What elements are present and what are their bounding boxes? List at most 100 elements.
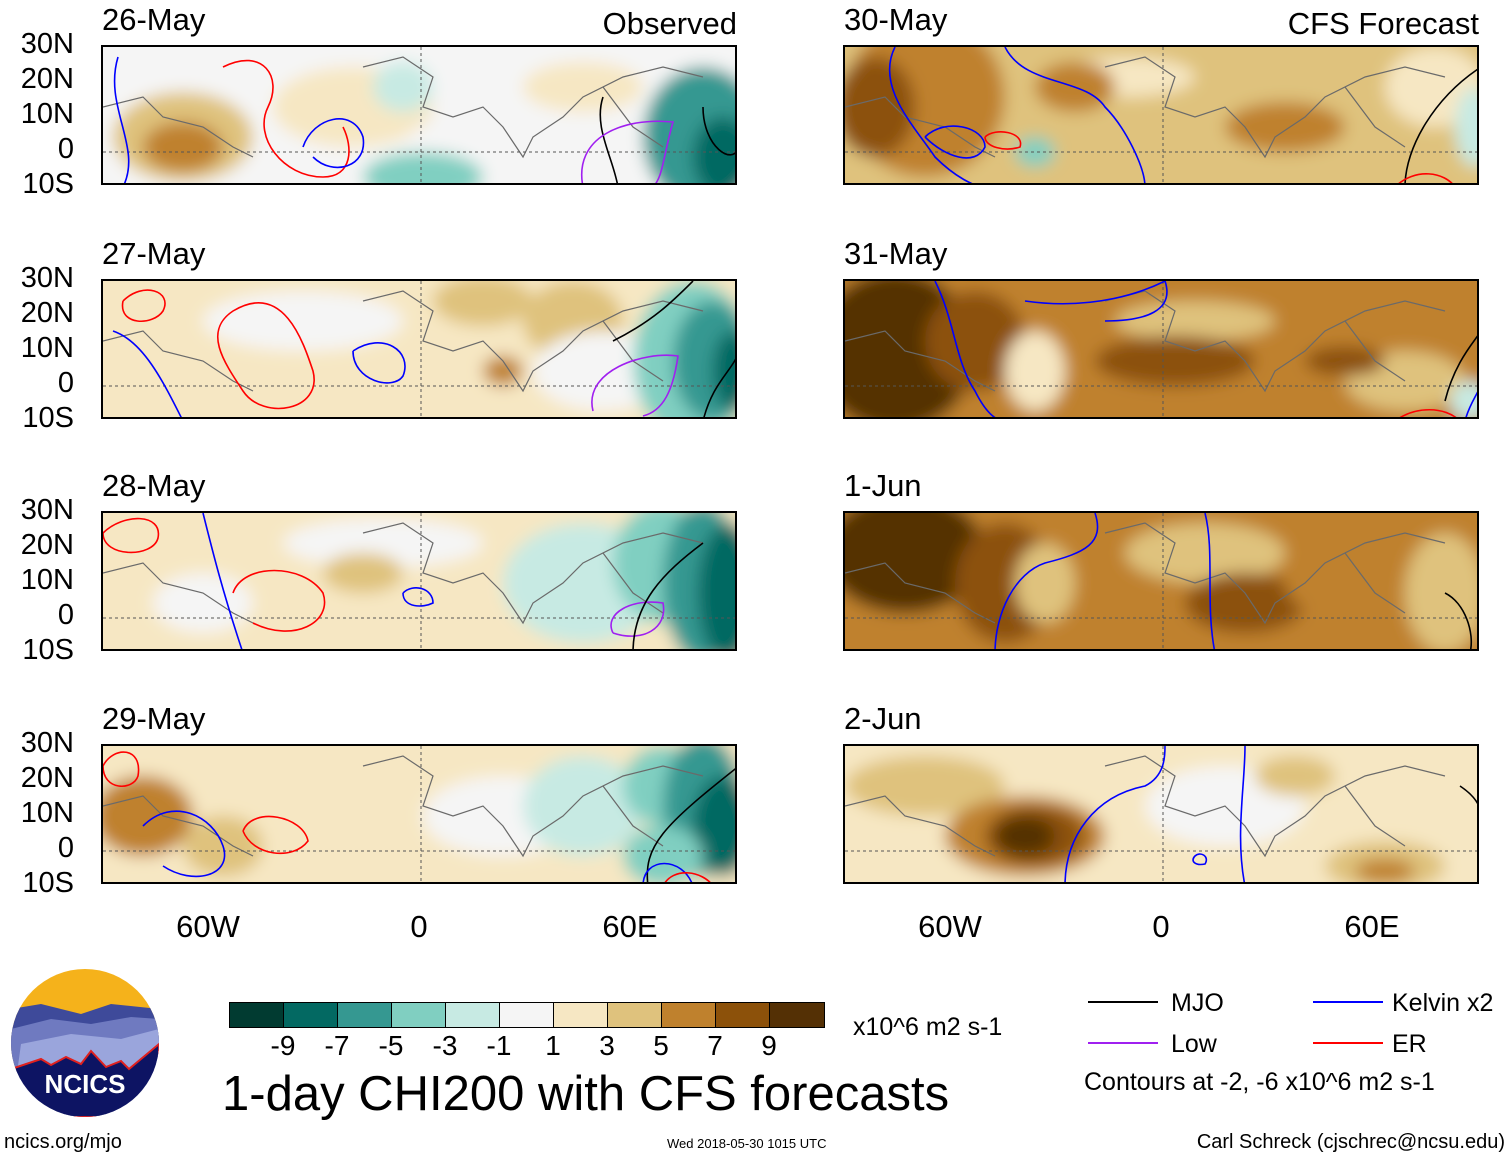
legend-line-er (1313, 1042, 1383, 1044)
author-credit: Carl Schreck (cjschrec@ncsu.edu) (1196, 1131, 1505, 1153)
shading-anomaly (203, 291, 403, 351)
shading-anomaly (363, 152, 483, 183)
contour-line (202, 513, 243, 649)
colorbar (229, 1002, 825, 1028)
lat-tick-label: 10S (22, 634, 74, 666)
contour-line (934, 281, 996, 417)
panel-date-label: 31-May (844, 236, 948, 271)
contour-line (1444, 335, 1477, 402)
ncics-logo: NCICS (11, 969, 159, 1117)
legend-label-er: ER (1392, 1030, 1427, 1058)
map-panel-31-may (843, 279, 1479, 419)
shading-anomaly (143, 122, 223, 172)
coastline (103, 755, 704, 858)
website-url[interactable]: ncics.org/mjo (4, 1131, 122, 1153)
shading-anomaly (1095, 336, 1255, 386)
colorbar-swatch (662, 1003, 716, 1027)
lat-tick-label: 20N (20, 63, 74, 95)
contour-line (121, 289, 166, 323)
contour-line (646, 768, 735, 882)
contour-line (1064, 746, 1166, 882)
shading-anomaly (1305, 346, 1385, 376)
svg-text:NCICS: NCICS (45, 1069, 126, 1099)
contour-line (664, 872, 711, 882)
shading-anomaly (283, 518, 483, 568)
lat-tick-label: 0 (57, 367, 74, 399)
panel-date-label: 28-May (102, 468, 206, 503)
contour-line (1192, 853, 1208, 866)
contour-line (599, 96, 618, 183)
shading-anomaly (373, 62, 433, 112)
lat-tick-label: 20N (20, 762, 74, 794)
coastline (103, 56, 704, 159)
shading-anomaly (713, 331, 735, 411)
colorbar-tick-label: -7 (324, 1030, 350, 1061)
colorbar-tick-label: -9 (270, 1030, 296, 1061)
contour-line (112, 330, 182, 417)
shading-anomaly (323, 553, 403, 593)
lat-tick-label: 20N (20, 529, 74, 561)
shading-anomaly (433, 281, 533, 326)
colorbar-swatch (608, 1003, 662, 1027)
contour-line (242, 815, 309, 855)
contour-line (1404, 68, 1477, 183)
lat-tick-label: 30N (20, 28, 74, 60)
colorbar-swatch (230, 1003, 284, 1027)
lat-tick-label: 10N (20, 797, 74, 829)
colorbar-swatch (392, 1003, 446, 1027)
contour-line (994, 513, 1099, 649)
shading-anomaly (1405, 533, 1477, 649)
lon-tick-label: 60W (918, 909, 982, 944)
contour-line (702, 106, 735, 156)
colorbar-swatch (716, 1003, 770, 1027)
shading-anomaly (925, 291, 1025, 391)
colorbar-tick-label: -3 (432, 1030, 458, 1061)
coastline (845, 290, 1446, 393)
lon-tick-label: 60E (602, 909, 658, 944)
colorbar-tick-label: -5 (378, 1030, 404, 1061)
lat-tick-label: 10S (22, 402, 74, 434)
contour-line (352, 342, 406, 384)
contour-line (1399, 409, 1457, 417)
shading-anomaly (1015, 137, 1055, 167)
contours-note: Contours at -2, -6 x10^6 m2 s-1 (1084, 1068, 1435, 1096)
legend-label-mjo: MJO (1171, 989, 1224, 1017)
lat-tick-label: 30N (20, 727, 74, 759)
panel-date-label: 26-May (102, 2, 206, 37)
shading-anomaly (693, 117, 735, 183)
map-panel-27-may (101, 279, 737, 419)
shading-anomaly (1385, 47, 1477, 127)
contour-line (1104, 281, 1168, 322)
map-panel-26-may (101, 45, 737, 185)
contour-line (222, 59, 350, 178)
contour-line (1444, 592, 1472, 649)
colorbar-tick-label: 3 (599, 1030, 615, 1061)
figure-title: 1-day CHI200 with CFS forecasts (222, 1067, 950, 1121)
contour-line (984, 131, 1022, 150)
colorbar-swatch (446, 1003, 500, 1027)
map-panel-29-may (101, 744, 737, 884)
shading-anomaly (845, 756, 1005, 816)
colorbar-swatch (284, 1003, 338, 1027)
contour-line (1398, 173, 1453, 183)
contour-line (703, 358, 735, 417)
contour-line (1459, 785, 1477, 805)
contour-line (1004, 47, 1146, 183)
contour-line (113, 56, 130, 183)
contour-line (1465, 391, 1477, 417)
contour-line (610, 601, 665, 637)
contour-line (1239, 746, 1246, 882)
shading-anomaly (103, 776, 193, 856)
lon-tick-label: 60W (176, 909, 240, 944)
contour-line (924, 125, 986, 159)
shading-anomaly (1125, 523, 1285, 583)
shading-anomaly (1115, 301, 1275, 341)
shading-anomaly (1225, 102, 1345, 152)
contour-line (632, 542, 704, 649)
shading-anomaly (845, 513, 985, 613)
lat-tick-label: 0 (57, 832, 74, 864)
lon-tick-label: 60E (1344, 909, 1400, 944)
panel-date-label: 30-May (844, 2, 948, 37)
colorbar-swatch (338, 1003, 392, 1027)
legend-line-kelvin (1313, 1001, 1383, 1003)
